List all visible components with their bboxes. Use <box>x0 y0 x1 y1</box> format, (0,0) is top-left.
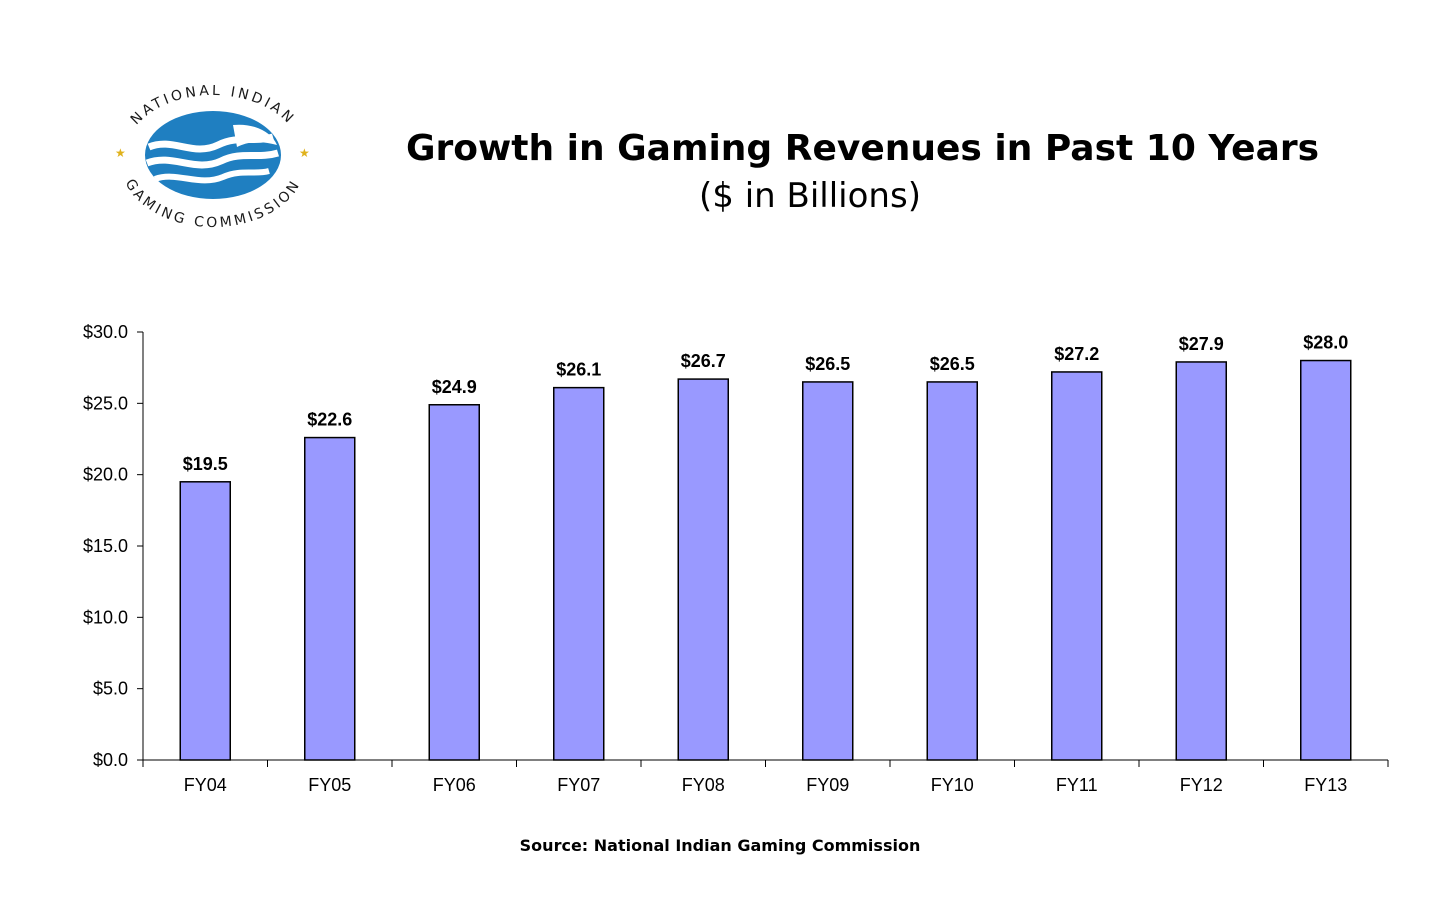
data-label: $26.5 <box>805 354 850 374</box>
data-label: $27.2 <box>1054 344 1099 364</box>
y-axis: $0.0 $5.0 $10.0 $15.0 $20.0 $25.0 $30.0 <box>83 322 144 770</box>
data-label: $26.1 <box>556 360 601 380</box>
bar <box>926 381 978 761</box>
x-axis: FY04 FY05 FY06 FY07 FY08 FY09 FY10 FY11 FY12 FY13 <box>142 759 1389 795</box>
y-tick-label: $5.0 <box>93 679 128 699</box>
bar <box>1175 361 1227 761</box>
data-label: $24.9 <box>432 377 477 397</box>
y-tick-label: $25.0 <box>83 393 128 413</box>
y-tick-label: $20.0 <box>83 465 128 485</box>
x-tick-label: FY10 <box>931 775 974 795</box>
chart-title: Growth in Gaming Revenues in Past 10 Yea… <box>405 128 1320 169</box>
logo-star-right-icon: ★ <box>299 146 310 160</box>
bar <box>553 386 605 761</box>
bars <box>179 359 1352 761</box>
y-tick-label: $30.0 <box>83 322 128 342</box>
bar <box>1300 359 1352 761</box>
x-tick-label: FY09 <box>806 775 849 795</box>
bar <box>179 481 231 761</box>
x-tick-label: FY07 <box>557 775 600 795</box>
x-tick-label: FY11 <box>1056 775 1098 795</box>
bar <box>677 378 729 761</box>
x-tick-label: FY08 <box>682 775 725 795</box>
bar <box>304 436 356 761</box>
chart-subtitle: ($ in Billions) <box>699 176 921 216</box>
data-label: $22.6 <box>307 410 352 430</box>
y-tick-label: $15.0 <box>83 536 128 556</box>
bar <box>428 404 480 761</box>
y-tick-label: $0.0 <box>93 750 128 770</box>
x-tick-label: FY04 <box>184 775 227 795</box>
ngc-logo: NATIONAL INDIAN GAMING COMMISSION ★ ★ <box>115 85 310 231</box>
data-label: $19.5 <box>183 454 228 474</box>
data-label: $26.7 <box>681 351 726 371</box>
x-tick-label: FY06 <box>433 775 476 795</box>
x-tick-label: FY12 <box>1180 775 1223 795</box>
x-tick-label: FY05 <box>308 775 351 795</box>
bar <box>802 381 854 761</box>
y-tick-label: $10.0 <box>83 607 128 627</box>
logo-emblem <box>145 111 281 199</box>
data-label: $26.5 <box>930 354 975 374</box>
bar <box>1051 371 1103 761</box>
data-label: $27.9 <box>1179 334 1224 354</box>
data-labels: $19.5 $22.6 $24.9 $26.1 $26.7 $26.5 $26.5 $27.2… <box>183 333 1349 474</box>
logo-star-left-icon: ★ <box>115 146 126 160</box>
data-label: $28.0 <box>1303 333 1348 353</box>
x-tick-label: FY13 <box>1304 775 1347 795</box>
source-note: Source: National Indian Gaming Commissio… <box>519 836 921 855</box>
